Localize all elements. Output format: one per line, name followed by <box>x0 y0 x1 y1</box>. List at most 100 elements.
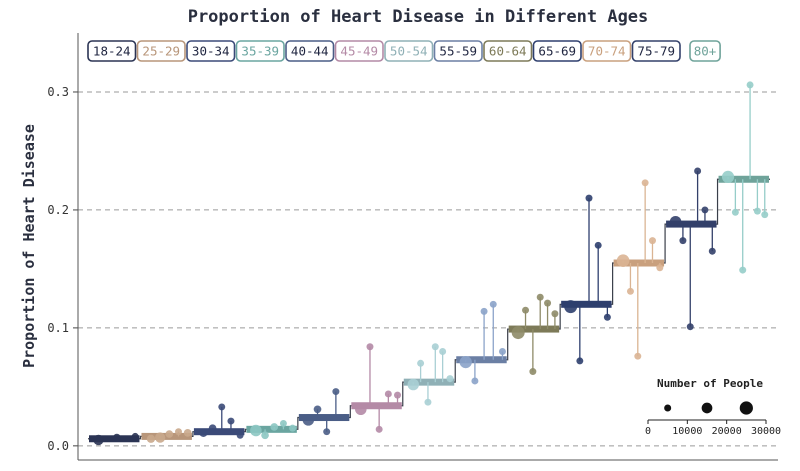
size-legend-title: Number of People <box>657 377 763 390</box>
data-point-35-39 <box>289 424 297 432</box>
data-point-50-54 <box>431 343 439 351</box>
legend-item-50-54[interactable]: 50-54 <box>384 40 434 62</box>
data-point-40-44 <box>341 414 349 422</box>
step-segment-40-44 <box>298 414 350 422</box>
data-point-50-54 <box>424 398 432 406</box>
legend-label: 60-64 <box>489 44 527 59</box>
y-tick-label: 0.3 <box>47 85 69 99</box>
legend-box <box>334 40 384 62</box>
y-axis-label: Proportion of Heart Disease <box>20 124 38 368</box>
data-point-60-64 <box>522 306 530 314</box>
legend-box <box>582 40 632 62</box>
legend-label: 75-79 <box>637 44 675 59</box>
data-point-25-29 <box>154 432 166 443</box>
legend-label: 80+ <box>694 44 717 59</box>
data-point-18-24 <box>93 434 104 446</box>
data-points <box>93 81 769 446</box>
legend-item-30-34[interactable]: 30-34 <box>186 40 236 62</box>
legend-item-70-74[interactable]: 70-74 <box>582 40 632 62</box>
data-point-25-29 <box>175 428 182 436</box>
legend-item-18-24[interactable]: 18-24 <box>87 40 137 62</box>
legend-box <box>136 40 186 62</box>
data-point-55-59 <box>471 377 479 385</box>
data-point-35-39 <box>250 424 262 437</box>
legend-item-65-69[interactable]: 65-69 <box>532 40 582 62</box>
step-segment-80+ <box>718 175 769 183</box>
data-point-30-34 <box>199 428 208 438</box>
data-point-70-74 <box>649 237 656 245</box>
legend-item-40-44[interactable]: 40-44 <box>285 40 335 62</box>
y-tick-label: 0.2 <box>47 203 69 217</box>
step-segment-65-69 <box>561 300 612 308</box>
size-legend-tick-label: 0 <box>645 426 651 437</box>
data-point-75-79 <box>686 323 694 331</box>
data-point-30-34 <box>227 417 235 425</box>
data-point-75-79 <box>701 206 709 214</box>
data-point-75-79 <box>679 237 687 245</box>
size-legend-marker <box>701 402 713 414</box>
data-point-18-24 <box>113 433 121 442</box>
data-point-45-49 <box>394 391 402 399</box>
step-segment-70-74 <box>613 259 665 267</box>
legend-item-35-39[interactable]: 35-39 <box>235 40 285 62</box>
step-segment-50-54 <box>403 378 455 386</box>
size-legend: Number of People 0 10000 20000 30000 <box>645 377 781 437</box>
chart-title: Proportion of Heart Disease in Different… <box>188 7 649 27</box>
data-point-70-74 <box>641 179 649 187</box>
data-point-35-39 <box>279 419 287 427</box>
data-point-65-69 <box>585 194 593 202</box>
axes: 0.0 0.1 0.2 0.3 <box>47 33 778 461</box>
legend-item-55-59[interactable]: 55-59 <box>433 40 483 62</box>
data-point-55-59 <box>480 307 488 315</box>
data-point-45-49 <box>384 390 392 398</box>
legend-box <box>285 40 335 62</box>
legend-label: 65-69 <box>538 44 576 59</box>
step-segment-75-79 <box>666 220 717 228</box>
legend-item-80+[interactable]: 80+ <box>689 40 721 62</box>
data-point-75-79 <box>708 247 716 255</box>
legend-box <box>186 40 236 62</box>
data-point-35-39 <box>270 423 279 431</box>
legend-label: 40-44 <box>291 44 329 59</box>
data-point-40-44 <box>323 428 331 436</box>
legend-label: 25-29 <box>142 44 180 59</box>
data-point-60-64 <box>544 299 552 307</box>
size-legend-tick-label: 10000 <box>672 426 702 437</box>
data-point-65-69 <box>576 357 584 365</box>
legend[interactable]: 18-24 25-29 30-34 35-39 40-44 45-49 50-54 55-59… <box>87 40 721 62</box>
size-legend-marker <box>739 401 753 415</box>
data-point-50-54 <box>407 378 420 391</box>
size-legend-marker <box>664 404 672 412</box>
data-point-80+ <box>746 81 754 89</box>
legend-box <box>532 40 582 62</box>
legend-item-45-49[interactable]: 45-49 <box>334 40 384 62</box>
legend-label: 70-74 <box>588 44 626 59</box>
data-point-65-69 <box>594 241 602 249</box>
legend-label: 55-59 <box>439 44 477 59</box>
size-legend-tick-label: 20000 <box>712 426 742 437</box>
data-point-70-74 <box>626 287 634 295</box>
data-point-35-39 <box>261 431 269 440</box>
data-point-60-64 <box>551 310 559 318</box>
data-point-65-69 <box>603 313 611 321</box>
step-segment-60-64 <box>508 325 560 333</box>
legend-item-60-64[interactable]: 60-64 <box>483 40 533 62</box>
legend-box <box>384 40 434 62</box>
data-point-60-64 <box>536 293 544 301</box>
data-point-45-49 <box>355 403 367 416</box>
legend-box <box>433 40 483 62</box>
data-point-50-54 <box>439 347 447 355</box>
size-legend-tick-label: 30000 <box>751 426 781 437</box>
data-point-80+ <box>731 208 739 216</box>
y-tick-label: 0.1 <box>47 321 69 335</box>
legend-item-25-29[interactable]: 25-29 <box>136 40 186 62</box>
data-point-50-54 <box>446 375 454 383</box>
legend-item-75-79[interactable]: 75-79 <box>631 40 681 62</box>
data-point-40-44 <box>332 388 340 396</box>
data-point-70-74 <box>634 352 642 360</box>
legend-box <box>483 40 533 62</box>
y-tick-label: 0.0 <box>47 439 69 453</box>
step-segment-30-34 <box>193 428 245 436</box>
data-point-80+ <box>739 266 747 274</box>
